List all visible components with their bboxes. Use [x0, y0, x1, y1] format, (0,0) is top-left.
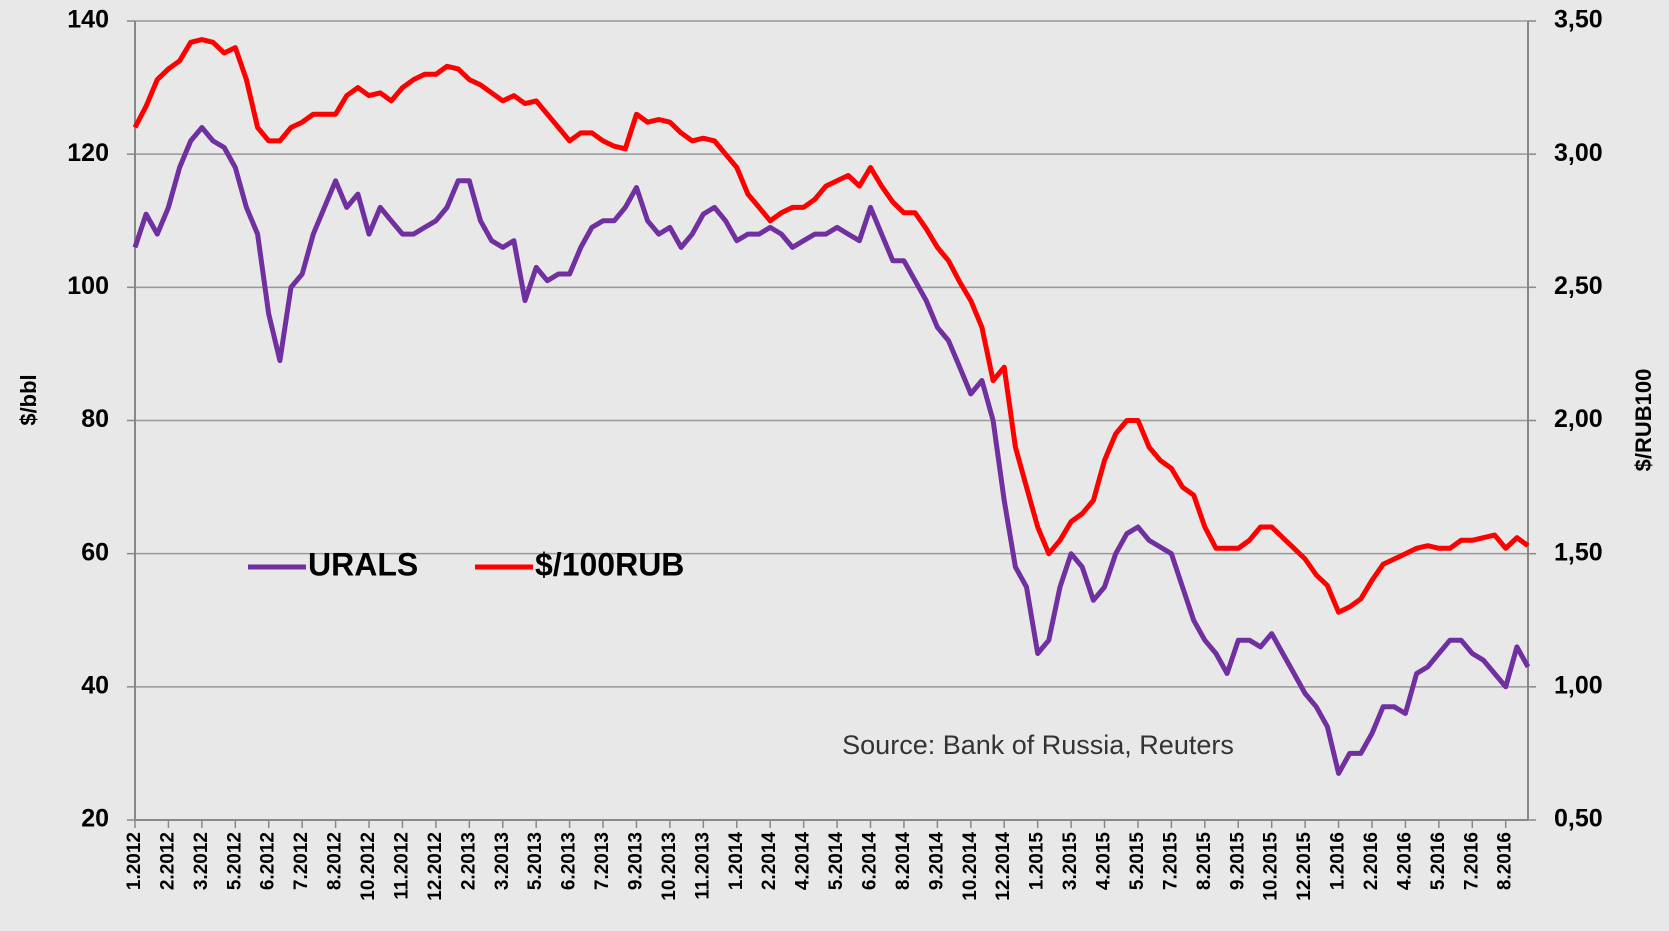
legend-label: $/100RUB — [535, 546, 684, 582]
y-tick-label: 120 — [67, 139, 109, 167]
y2-tick-label: 1,50 — [1554, 538, 1603, 566]
y2-tick-label: 3,50 — [1554, 6, 1603, 34]
x-tick-label: 3.2012 — [191, 832, 212, 890]
x-tick-label: 11.2013 — [692, 832, 713, 900]
x-tick-label: 2.2016 — [1361, 832, 1382, 890]
x-tick-label: 1.2016 — [1328, 832, 1349, 890]
x-tick-label: 4.2016 — [1394, 832, 1415, 890]
x-tick-label: 7.2015 — [1160, 832, 1181, 891]
x-tick-label: 10.2012 — [358, 832, 379, 901]
y-axis-label: $/bbl — [16, 374, 41, 425]
x-tick-label: 6.2012 — [258, 832, 279, 890]
y-tick-label: 140 — [67, 6, 109, 34]
y-tick-label: 40 — [81, 671, 109, 699]
x-tick-label: 10.2014 — [960, 832, 981, 901]
x-tick-label: 9.2013 — [625, 832, 646, 890]
x-tick-label: 1.2012 — [124, 832, 145, 890]
x-tick-label: 12.2015 — [1294, 832, 1315, 901]
x-tick-label: 7.2012 — [291, 832, 312, 890]
x-tick-label: 1.2015 — [1027, 832, 1048, 891]
x-tick-label: 11.2012 — [391, 832, 412, 900]
series-line — [132, 125, 1531, 776]
y-tick-label: 80 — [81, 405, 109, 433]
x-tick-label: 2.2013 — [458, 832, 479, 890]
series-line — [132, 37, 1530, 615]
x-tick-label: 6.2014 — [860, 832, 881, 891]
x-tick-label: 5.2014 — [826, 832, 847, 891]
y-tick-label: 100 — [67, 272, 109, 300]
y-tick-label: 60 — [81, 538, 109, 566]
y2-axis-label: $/RUB100 — [1631, 369, 1656, 472]
x-tick-label: 9.2015 — [1227, 832, 1248, 891]
y2-tick-label: 3,00 — [1554, 139, 1603, 167]
x-tick-label: 10.2013 — [659, 832, 680, 901]
x-tick-label: 6.2013 — [559, 832, 580, 890]
x-tick-label: 7.2016 — [1461, 832, 1482, 890]
x-tick-label: 2.2012 — [157, 832, 178, 890]
x-tick-label: 8.2012 — [325, 832, 346, 890]
x-tick-label: 12.2014 — [993, 832, 1014, 901]
x-tick-label: 9.2014 — [926, 832, 947, 891]
x-tick-label: 4.2014 — [793, 832, 814, 891]
annotation: Source: Bank of Russia, Reuters — [842, 730, 1234, 760]
x-tick-label: 5.2015 — [1127, 832, 1148, 891]
x-tick-label: 5.2013 — [525, 832, 546, 890]
x-tick-label: 3.2013 — [492, 832, 513, 890]
x-tick-label: 5.2012 — [224, 832, 245, 890]
y2-tick-label: 1,00 — [1554, 671, 1603, 699]
x-tick-label: 8.2015 — [1194, 832, 1215, 891]
x-tick-label: 8.2014 — [893, 832, 914, 891]
x-tick-label: 8.2016 — [1495, 832, 1516, 890]
x-tick-label: 2.2014 — [759, 832, 780, 891]
x-tick-label: 12.2012 — [425, 832, 446, 901]
x-tick-label: 7.2013 — [592, 832, 613, 890]
y-tick-label: 20 — [81, 805, 109, 833]
x-tick-label: 4.2015 — [1094, 832, 1115, 891]
legend-label: URALS — [308, 546, 418, 582]
y2-tick-label: 2,50 — [1554, 272, 1603, 300]
y2-tick-label: 2,00 — [1554, 405, 1603, 433]
y2-tick-label: 0,50 — [1554, 805, 1603, 833]
x-tick-label: 1.2014 — [726, 832, 747, 891]
x-tick-label: 5.2016 — [1428, 832, 1449, 890]
x-tick-label: 10.2015 — [1261, 832, 1282, 901]
x-tick-label: 3.2015 — [1060, 832, 1081, 891]
